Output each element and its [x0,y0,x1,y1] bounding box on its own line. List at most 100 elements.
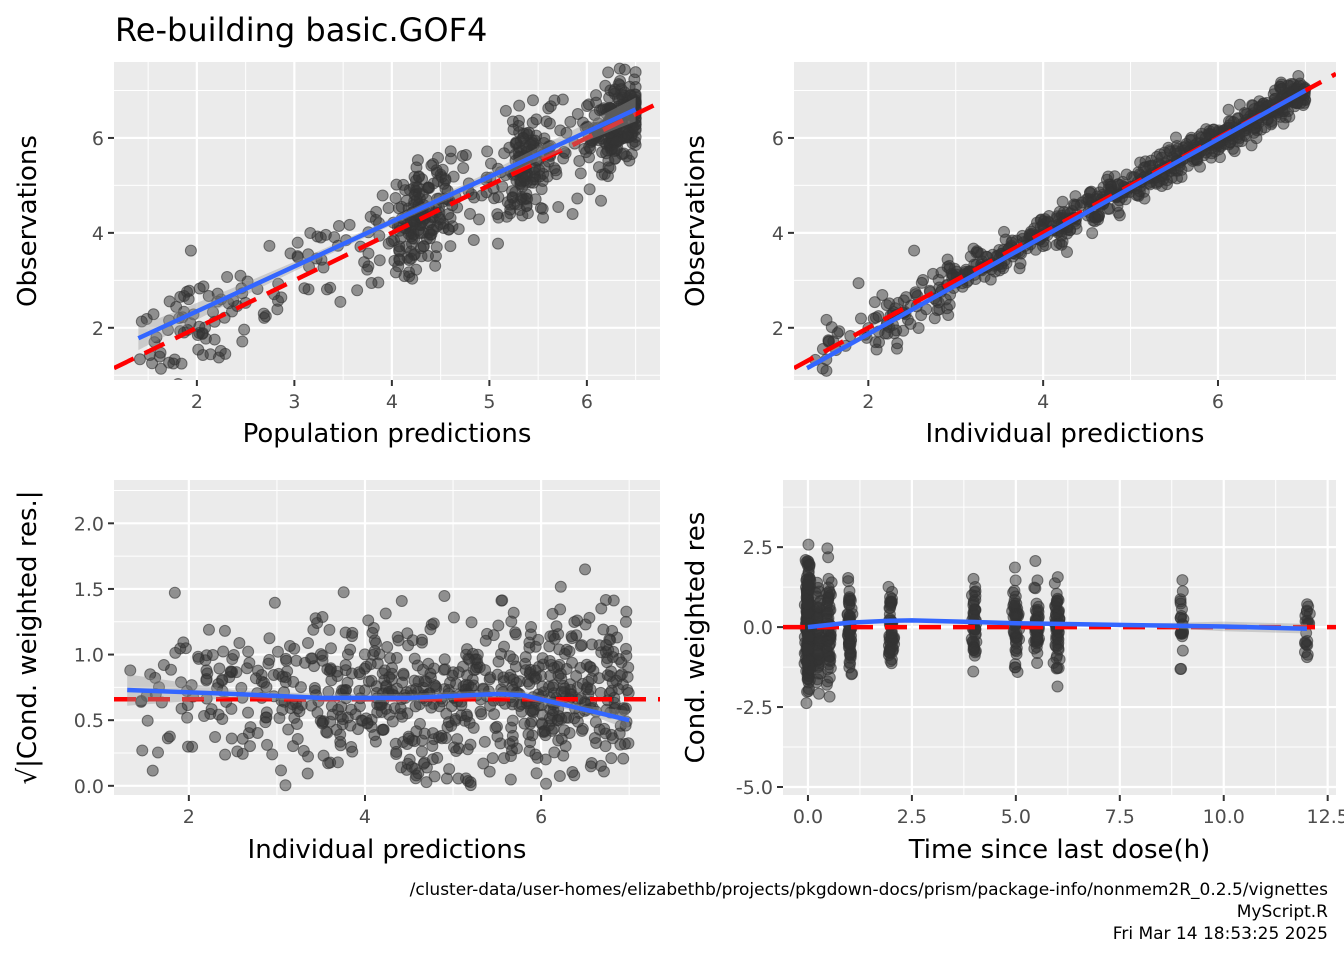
data-point [457,162,470,175]
data-point [506,729,519,742]
data-point [536,202,549,215]
data-point [410,161,423,174]
data-point [554,124,567,137]
data-point [581,99,594,112]
data-point [1176,585,1189,598]
y-axis-label: Observations [13,135,43,307]
data-point [417,240,430,253]
data-point [459,149,472,162]
data-point [1176,644,1189,657]
data-point [288,642,301,655]
y-tick-label: 0.0 [743,617,773,639]
data-point [546,607,559,620]
y-axis-label: Observations [681,135,711,307]
x-tick-label: 5 [483,391,495,413]
data-point [484,157,497,170]
panel-tad-vs-cwres: 0.0 2.5 5.0 7.5 10.0 12.5 -5.0 -2.5 0.0 2.5 Time s… [681,480,1344,865]
data-point [276,703,289,716]
data-point [431,751,444,764]
data-point [1174,662,1187,675]
data-point [320,283,333,296]
data-point [271,645,284,658]
data-point [382,202,395,215]
data-point [135,695,148,708]
data-point [236,335,249,348]
plot-area [114,563,660,792]
data-point [135,315,148,328]
data-point [182,293,195,306]
x-axis-label: Individual predictions [248,835,527,865]
data-point [583,140,596,153]
data-point [204,707,217,720]
data-point [552,628,565,641]
data-point [1014,257,1027,270]
data-point [943,298,956,311]
data-point [1010,627,1023,640]
data-point [1250,132,1263,145]
plot-area [783,538,1336,710]
data-point [583,611,596,624]
data-point [507,123,520,136]
x-tick-label: 4 [1037,391,1049,413]
x-axis-label: Population predictions [243,419,532,449]
data-point [535,717,548,730]
data-point [173,378,183,380]
data-point [1032,600,1045,613]
data-point [526,729,539,742]
data-point [369,735,382,748]
data-point [424,623,437,636]
data-point [408,195,421,208]
data-point [365,277,378,290]
data-point [395,595,408,608]
data-point [304,227,317,240]
data-point [843,628,856,641]
data-point [557,749,570,762]
data-point [1009,643,1022,656]
data-point [803,558,816,571]
data-point [801,597,814,610]
data-point [249,672,262,685]
data-point [1064,224,1077,237]
data-point [136,392,147,403]
data-point [438,589,451,602]
data-point [882,580,895,593]
x-axis-label: Individual predictions [926,419,1205,449]
data-point [464,776,477,789]
data-point [583,151,596,164]
data-point [613,62,626,75]
data-point [397,178,410,191]
data-point [294,681,307,694]
data-point [625,148,638,161]
data-point [1057,206,1070,219]
data-point [607,594,620,607]
data-point [163,356,176,369]
data-point [301,767,314,780]
plot-area [114,62,660,403]
data-point [268,596,281,609]
data-point [571,108,584,121]
y-tick-label: 6 [92,128,104,150]
data-point [822,607,835,620]
data-point [320,725,333,738]
x-tick-label: 4 [386,391,398,413]
data-point [263,239,276,252]
data-point [157,658,170,671]
data-point [293,705,306,718]
data-point [553,770,566,783]
data-point [594,759,607,772]
x-tick-label: 6 [581,391,593,413]
data-point [1111,178,1124,191]
data-point [377,723,390,736]
data-point [1092,209,1105,222]
data-point [844,648,857,661]
data-point [610,631,623,644]
data-point [1029,243,1042,256]
data-point [842,575,855,588]
data-point [168,586,181,599]
data-point [1050,594,1063,607]
data-point [279,676,292,689]
data-point [396,710,409,723]
data-point [438,653,451,666]
data-point [1086,227,1099,240]
data-point [417,757,430,770]
